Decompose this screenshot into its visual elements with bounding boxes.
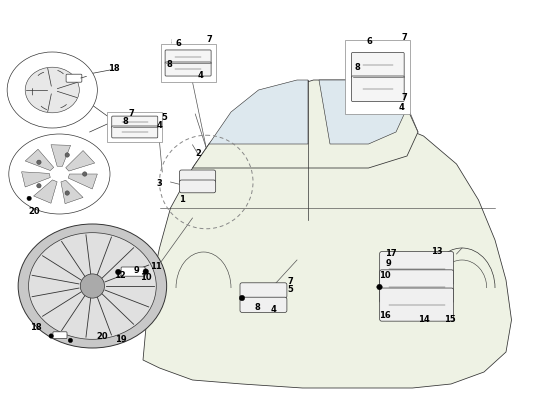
FancyBboxPatch shape	[165, 62, 211, 76]
Circle shape	[49, 334, 53, 338]
Text: 4: 4	[157, 122, 162, 130]
Polygon shape	[65, 150, 95, 171]
Circle shape	[68, 338, 73, 342]
Text: 7: 7	[128, 110, 134, 118]
Text: 4: 4	[198, 71, 204, 80]
Text: 20: 20	[28, 208, 40, 216]
Text: 13: 13	[431, 248, 443, 256]
Polygon shape	[61, 180, 83, 204]
Text: 7: 7	[288, 278, 293, 286]
Text: 5: 5	[161, 114, 167, 122]
Text: a passion for parts: a passion for parts	[204, 240, 346, 256]
Polygon shape	[51, 145, 70, 166]
Text: 6: 6	[367, 38, 372, 46]
Text: 4: 4	[399, 104, 404, 112]
Text: a passion for parts: a passion for parts	[223, 371, 327, 381]
Text: 9: 9	[134, 266, 139, 275]
Polygon shape	[34, 180, 57, 203]
Text: 19: 19	[115, 335, 127, 344]
Ellipse shape	[18, 224, 167, 348]
Ellipse shape	[25, 67, 79, 113]
Polygon shape	[209, 80, 308, 144]
FancyBboxPatch shape	[240, 283, 287, 298]
Text: 2: 2	[195, 150, 201, 158]
FancyBboxPatch shape	[240, 297, 287, 312]
FancyBboxPatch shape	[179, 170, 216, 183]
Text: 10: 10	[379, 272, 391, 280]
Circle shape	[82, 172, 87, 176]
Circle shape	[37, 160, 41, 164]
Circle shape	[116, 269, 121, 275]
Text: 8: 8	[355, 63, 360, 72]
Text: 1: 1	[179, 196, 184, 204]
FancyBboxPatch shape	[351, 76, 404, 102]
Polygon shape	[68, 174, 97, 189]
Text: 7: 7	[206, 35, 212, 44]
Ellipse shape	[7, 52, 97, 128]
Text: 9: 9	[386, 260, 392, 268]
Circle shape	[65, 191, 69, 195]
Circle shape	[80, 274, 104, 298]
Text: 8: 8	[123, 118, 128, 126]
FancyBboxPatch shape	[345, 40, 410, 114]
Circle shape	[65, 153, 69, 157]
Text: 16: 16	[379, 312, 391, 320]
Text: 8: 8	[255, 304, 260, 312]
Text: 7: 7	[402, 34, 407, 42]
Text: 10: 10	[140, 273, 152, 282]
Text: 12: 12	[114, 271, 126, 280]
FancyBboxPatch shape	[379, 270, 454, 303]
FancyBboxPatch shape	[165, 50, 211, 64]
Polygon shape	[143, 116, 512, 388]
Polygon shape	[319, 80, 407, 144]
FancyBboxPatch shape	[107, 112, 162, 142]
FancyBboxPatch shape	[112, 126, 158, 138]
Text: 4: 4	[271, 306, 277, 314]
Polygon shape	[21, 172, 50, 187]
Text: 6: 6	[176, 39, 182, 48]
FancyBboxPatch shape	[121, 267, 145, 276]
Text: 15: 15	[444, 316, 456, 324]
Text: 14: 14	[417, 316, 430, 324]
Ellipse shape	[29, 233, 156, 339]
Text: 3: 3	[157, 180, 162, 188]
FancyBboxPatch shape	[379, 252, 454, 285]
Circle shape	[27, 196, 31, 201]
Text: 5: 5	[288, 286, 293, 294]
Circle shape	[239, 295, 245, 301]
Ellipse shape	[9, 134, 110, 214]
Text: 20: 20	[96, 332, 108, 341]
Circle shape	[377, 284, 382, 290]
Text: 7: 7	[402, 94, 407, 102]
FancyBboxPatch shape	[179, 180, 216, 193]
Text: 18: 18	[108, 64, 120, 73]
FancyBboxPatch shape	[53, 332, 67, 338]
Text: 18: 18	[30, 324, 42, 332]
FancyBboxPatch shape	[161, 44, 216, 82]
Text: 11: 11	[150, 262, 162, 271]
Text: 17: 17	[384, 250, 397, 258]
FancyBboxPatch shape	[66, 74, 82, 82]
Circle shape	[143, 269, 148, 274]
Polygon shape	[25, 149, 54, 170]
FancyBboxPatch shape	[112, 116, 158, 128]
Circle shape	[37, 184, 41, 188]
FancyBboxPatch shape	[351, 52, 404, 78]
Polygon shape	[192, 80, 418, 168]
Text: 8: 8	[167, 60, 172, 69]
FancyBboxPatch shape	[379, 288, 454, 321]
